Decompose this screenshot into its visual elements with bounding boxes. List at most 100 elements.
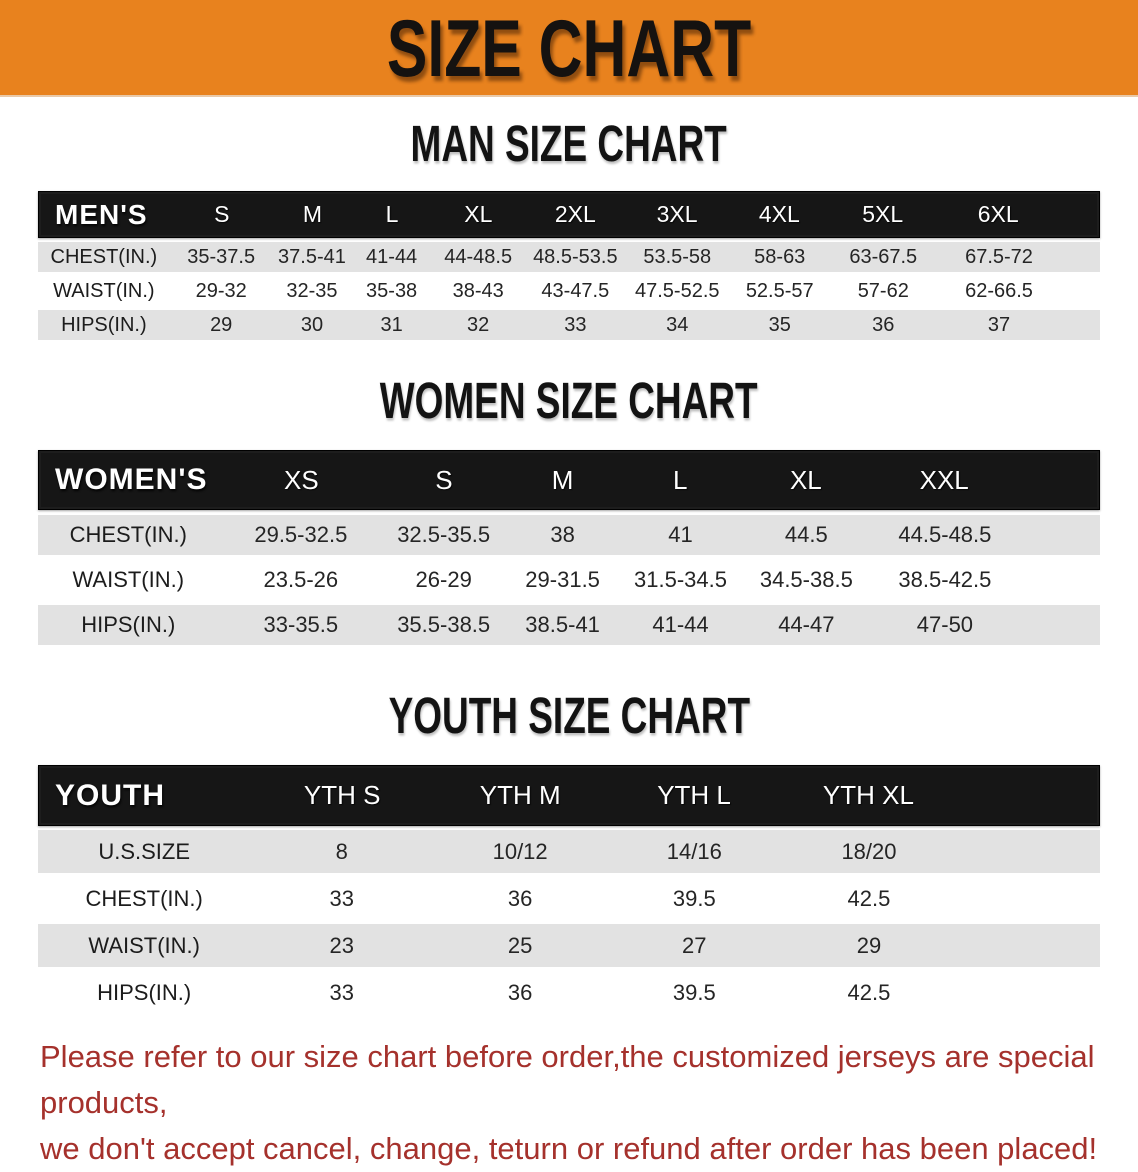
row-label-cell: CHEST(IN.) bbox=[50, 245, 158, 268]
value-cell: 42.5 bbox=[847, 885, 891, 911]
value-cell: 34 bbox=[666, 313, 689, 336]
value-cell: 35.5-38.5 bbox=[397, 612, 491, 637]
value-cell: 36 bbox=[507, 885, 533, 911]
value-cell: 33 bbox=[564, 313, 587, 336]
value-cell: 23 bbox=[329, 932, 354, 958]
size-header-cell: 6XL bbox=[977, 201, 1019, 227]
value-cell: 35-38 bbox=[366, 279, 418, 302]
size-header-cell: 4XL bbox=[758, 201, 800, 227]
table-row: WAIST(IN.) 29-32 32-35 35-38 38-43 43-47.5 47.… bbox=[38, 276, 1100, 306]
value-cell: 67.5-72 bbox=[965, 245, 1033, 268]
value-cell: 57-62 bbox=[857, 279, 909, 302]
table-row: CHEST(IN.) 29.5-32.5 32.5-35.5 38 41 44.5 44.5… bbox=[38, 515, 1100, 555]
size-header-cell: M bbox=[302, 201, 323, 227]
size-header-cell: S bbox=[214, 201, 230, 227]
value-cell: 52.5-57 bbox=[745, 279, 814, 302]
table-row: WAIST(IN.) 23 25 27 29 bbox=[38, 924, 1100, 967]
value-cell: 30 bbox=[300, 313, 324, 336]
table-row: CHEST(IN.) 33 36 39.5 42.5 bbox=[38, 877, 1100, 920]
size-header-cell: XXL bbox=[919, 464, 969, 495]
value-cell: 47-50 bbox=[916, 612, 974, 637]
men-section-heading: MAN SIZE CHART bbox=[0, 115, 1138, 172]
row-label-cell: CHEST(IN.) bbox=[69, 522, 187, 547]
disclaimer-line-2: we don't accept cancel, change, teturn o… bbox=[40, 1131, 1098, 1166]
value-cell: 27 bbox=[682, 932, 707, 958]
value-cell: 26-29 bbox=[415, 567, 472, 592]
value-cell: 41 bbox=[668, 522, 693, 547]
value-cell: 58-63 bbox=[754, 245, 806, 268]
value-cell: 47.5-52.5 bbox=[635, 279, 720, 302]
row-label-cell: HIPS(IN.) bbox=[81, 612, 176, 637]
size-header-cell: M bbox=[551, 464, 574, 495]
row-label-cell: CHEST(IN.) bbox=[85, 885, 203, 911]
value-cell: 33-35.5 bbox=[263, 612, 339, 637]
value-cell: 29-32 bbox=[195, 279, 247, 302]
youth-size-section: YOUTH SIZE CHART YOUTH YTH S YTH M YTH L YTH… bbox=[0, 687, 1138, 1014]
disclaimer-line-1: Please refer to our size chart before or… bbox=[40, 1039, 1095, 1120]
value-cell: 29 bbox=[210, 313, 233, 336]
value-cell: 42.5 bbox=[847, 979, 891, 1005]
table-header-row: WOMEN'S XS S M L XL XXL bbox=[38, 450, 1100, 510]
size-header-cell: XL bbox=[464, 201, 493, 227]
women-size-section: WOMEN SIZE CHART WOMEN'S XS S M L XL XXL CHEST(… bbox=[0, 372, 1138, 645]
value-cell: 44.5 bbox=[784, 522, 828, 547]
men-size-section: MAN SIZE CHART MEN'S S M L XL 2XL 3XL 4XL 5XL 6XL… bbox=[0, 115, 1138, 340]
size-header-cell: 2XL bbox=[554, 201, 596, 227]
value-cell: 29.5-32.5 bbox=[254, 522, 348, 547]
value-cell: 33 bbox=[329, 885, 354, 911]
value-cell: 32 bbox=[467, 313, 490, 336]
row-label-cell: HIPS(IN.) bbox=[61, 313, 147, 336]
value-cell: 18/20 bbox=[841, 838, 897, 864]
value-cell: 29-31.5 bbox=[525, 567, 600, 592]
value-cell: 48.5-53.5 bbox=[533, 245, 618, 268]
value-cell: 36 bbox=[872, 313, 895, 336]
value-cell: 38-43 bbox=[452, 279, 504, 302]
size-header-cell: 3XL bbox=[656, 201, 698, 227]
value-cell: 36 bbox=[507, 979, 533, 1005]
women-section-heading: WOMEN SIZE CHART bbox=[0, 372, 1138, 429]
youth-section-heading-text: YOUTH SIZE CHART bbox=[388, 686, 750, 745]
table-row: U.S.SIZE 8 10/12 14/16 18/20 bbox=[38, 830, 1100, 873]
table-row: WAIST(IN.) 23.5-26 26-29 29-31.5 31.5-34.5 34… bbox=[38, 560, 1100, 600]
value-cell: 35 bbox=[768, 313, 791, 336]
value-cell: 39.5 bbox=[672, 979, 716, 1005]
table-row: HIPS(IN.) 33 36 39.5 42.5 bbox=[38, 971, 1100, 1014]
value-cell: 23.5-26 bbox=[263, 567, 339, 592]
value-cell: 32.5-35.5 bbox=[397, 522, 491, 547]
table-corner-label: YOUTH bbox=[55, 778, 165, 812]
youth-size-table: YOUTH YTH S YTH M YTH L YTH XL U.S.SIZE 8 10/12… bbox=[38, 765, 1100, 1014]
size-header-cell: XL bbox=[789, 464, 822, 495]
table-row: HIPS(IN.) 29 30 31 32 33 34 35 36 37 bbox=[38, 310, 1100, 340]
banner: SIZE CHART bbox=[0, 0, 1138, 97]
size-header-cell: YTH M bbox=[479, 780, 561, 810]
value-cell: 62-66.5 bbox=[965, 279, 1033, 302]
table-header-row: YOUTH YTH S YTH M YTH L YTH XL bbox=[38, 765, 1100, 826]
men-section-heading-text: MAN SIZE CHART bbox=[410, 114, 728, 173]
value-cell: 31 bbox=[380, 313, 403, 336]
women-section-heading-text: WOMEN SIZE CHART bbox=[380, 371, 758, 430]
value-cell: 44-47 bbox=[778, 612, 835, 637]
row-label-cell: WAIST(IN.) bbox=[72, 567, 185, 592]
size-header-cell: YTH XL bbox=[822, 780, 914, 810]
value-cell: 44.5-48.5 bbox=[898, 522, 992, 547]
table-corner-label: MEN'S bbox=[55, 198, 148, 230]
size-header-cell: YTH S bbox=[303, 780, 381, 810]
value-cell: 39.5 bbox=[672, 885, 716, 911]
value-cell: 38.5-41 bbox=[525, 612, 600, 637]
value-cell: 53.5-58 bbox=[643, 245, 712, 268]
youth-section-heading: YOUTH SIZE CHART bbox=[0, 687, 1138, 744]
value-cell: 35-37.5 bbox=[187, 245, 256, 268]
size-header-cell: 5XL bbox=[862, 201, 904, 227]
value-cell: 33 bbox=[329, 979, 354, 1005]
value-cell: 37 bbox=[987, 313, 1011, 336]
value-cell: 14/16 bbox=[666, 838, 722, 864]
value-cell: 25 bbox=[507, 932, 533, 958]
value-cell: 37.5-41 bbox=[278, 245, 346, 268]
page-title: SIZE CHART bbox=[386, 2, 752, 93]
value-cell: 34.5-38.5 bbox=[759, 567, 853, 592]
value-cell: 29 bbox=[856, 932, 882, 958]
row-label-cell: HIPS(IN.) bbox=[97, 979, 192, 1005]
size-header-cell: YTH L bbox=[657, 780, 731, 810]
value-cell: 31.5-34.5 bbox=[634, 567, 727, 592]
men-size-table: MEN'S S M L XL 2XL 3XL 4XL 5XL 6XL CHEST(IN.) 35-37… bbox=[38, 191, 1100, 340]
